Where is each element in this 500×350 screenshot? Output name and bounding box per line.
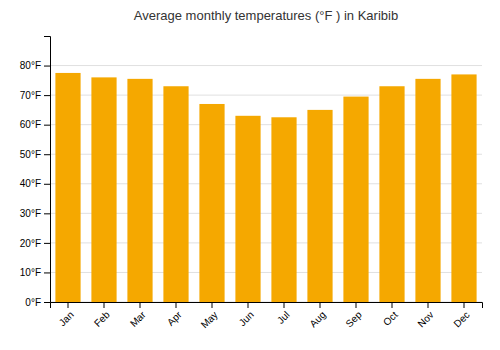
bar <box>163 86 188 302</box>
bars <box>55 73 476 302</box>
x-tick: Sep <box>343 302 364 329</box>
bar <box>91 77 116 302</box>
y-tick: 20°F <box>20 238 50 249</box>
x-tick-mark <box>68 302 69 308</box>
y-tick-mark <box>44 95 50 96</box>
y-tick-mark <box>44 213 50 214</box>
x-tick-mark <box>356 302 357 308</box>
x-tick-label: Nov <box>415 309 435 329</box>
bar <box>379 86 404 302</box>
x-tick: Jan <box>57 302 76 328</box>
y-tick-mark <box>44 272 50 273</box>
y-tick-label: 70°F <box>20 90 41 101</box>
x-tick: Jul <box>275 302 292 326</box>
x-tick: Oct <box>381 302 400 328</box>
y-tick-mark <box>44 302 50 303</box>
x-tick-mark <box>284 302 285 308</box>
x-tick: Aug <box>307 302 327 329</box>
x-tick-label: Dec <box>451 309 471 329</box>
bar <box>55 73 80 302</box>
y-tick: 80°F <box>20 60 50 71</box>
y-tick-label: 60°F <box>20 119 41 130</box>
y-axis: 0°F 10°F 20°F 30°F 40°F 50°F 60°F 70°F 80°F <box>20 37 51 308</box>
y-tick-label: 80°F <box>20 60 41 71</box>
x-tick-label: May <box>199 309 220 330</box>
x-tick-mark <box>104 302 105 308</box>
bar <box>451 74 476 302</box>
y-tick: 70°F <box>20 90 50 101</box>
y-tick-mark <box>44 66 50 67</box>
x-tick-label: Jul <box>275 309 292 326</box>
y-tick-mark <box>44 125 50 126</box>
y-tick: 60°F <box>20 119 50 130</box>
x-tick: Apr <box>165 302 184 328</box>
x-tick-label: Sep <box>343 309 364 330</box>
grid <box>50 66 482 302</box>
title: Average monthly temperatures (°F ) in Ka… <box>134 8 398 23</box>
bar <box>127 79 152 302</box>
x-tick-label: Jan <box>57 309 76 328</box>
x-tick-label: Oct <box>381 309 400 328</box>
x-tick: Dec <box>451 302 471 329</box>
bar <box>307 110 332 302</box>
bar <box>235 116 260 302</box>
y-tick-label: 20°F <box>20 238 41 249</box>
y-tick-label: 40°F <box>20 178 41 189</box>
y-tick-label: 50°F <box>20 149 41 160</box>
x-axis-line <box>51 303 483 309</box>
x-tick-mark <box>392 302 393 308</box>
x-tick-label: Feb <box>92 309 112 329</box>
y-tick: 0°F <box>25 297 50 308</box>
x-tick-label: Jun <box>237 309 256 328</box>
x-tick-mark <box>212 302 213 308</box>
y-tick-mark <box>44 184 50 185</box>
y-tick: 40°F <box>20 178 50 189</box>
x-tick-label: Mar <box>128 309 148 329</box>
y-tick-label: 10°F <box>20 267 41 278</box>
x-tick-mark <box>428 302 429 308</box>
y-tick: 50°F <box>20 149 50 160</box>
y-tick-mark <box>44 243 50 244</box>
chart: 0°F 10°F 20°F 30°F 40°F 50°F 60°F 70°F 80°F Jan Fe… <box>0 0 500 350</box>
bar <box>199 104 224 302</box>
x-tick-label: Aug <box>307 309 327 329</box>
bar <box>343 97 368 302</box>
y-axis-line <box>44 37 51 303</box>
y-tick-label: 0°F <box>25 297 41 308</box>
x-tick: Mar <box>128 302 148 329</box>
x-tick-label: Apr <box>165 309 184 328</box>
x-tick: Nov <box>415 302 435 329</box>
grid-line <box>50 65 482 66</box>
x-tick-mark <box>176 302 177 308</box>
x-tick: Feb <box>92 302 112 329</box>
x-tick-mark <box>464 302 465 308</box>
x-axis: Jan Feb Mar Apr May Jun Jul Aug Sep Oct Nov Dec <box>51 302 483 330</box>
plot: 0°F 10°F 20°F 30°F 40°F 50°F 60°F 70°F 80°F Jan Fe… <box>20 37 483 331</box>
y-tick-mark <box>44 154 50 155</box>
y-tick: 10°F <box>20 267 50 278</box>
bar <box>271 117 296 302</box>
y-tick-label: 30°F <box>20 208 41 219</box>
x-tick-mark <box>140 302 141 308</box>
bar <box>415 79 440 302</box>
x-tick: May <box>199 302 220 330</box>
x-tick-mark <box>248 302 249 308</box>
y-tick: 30°F <box>20 208 50 219</box>
x-tick-mark <box>320 302 321 308</box>
x-tick: Jun <box>237 302 256 328</box>
